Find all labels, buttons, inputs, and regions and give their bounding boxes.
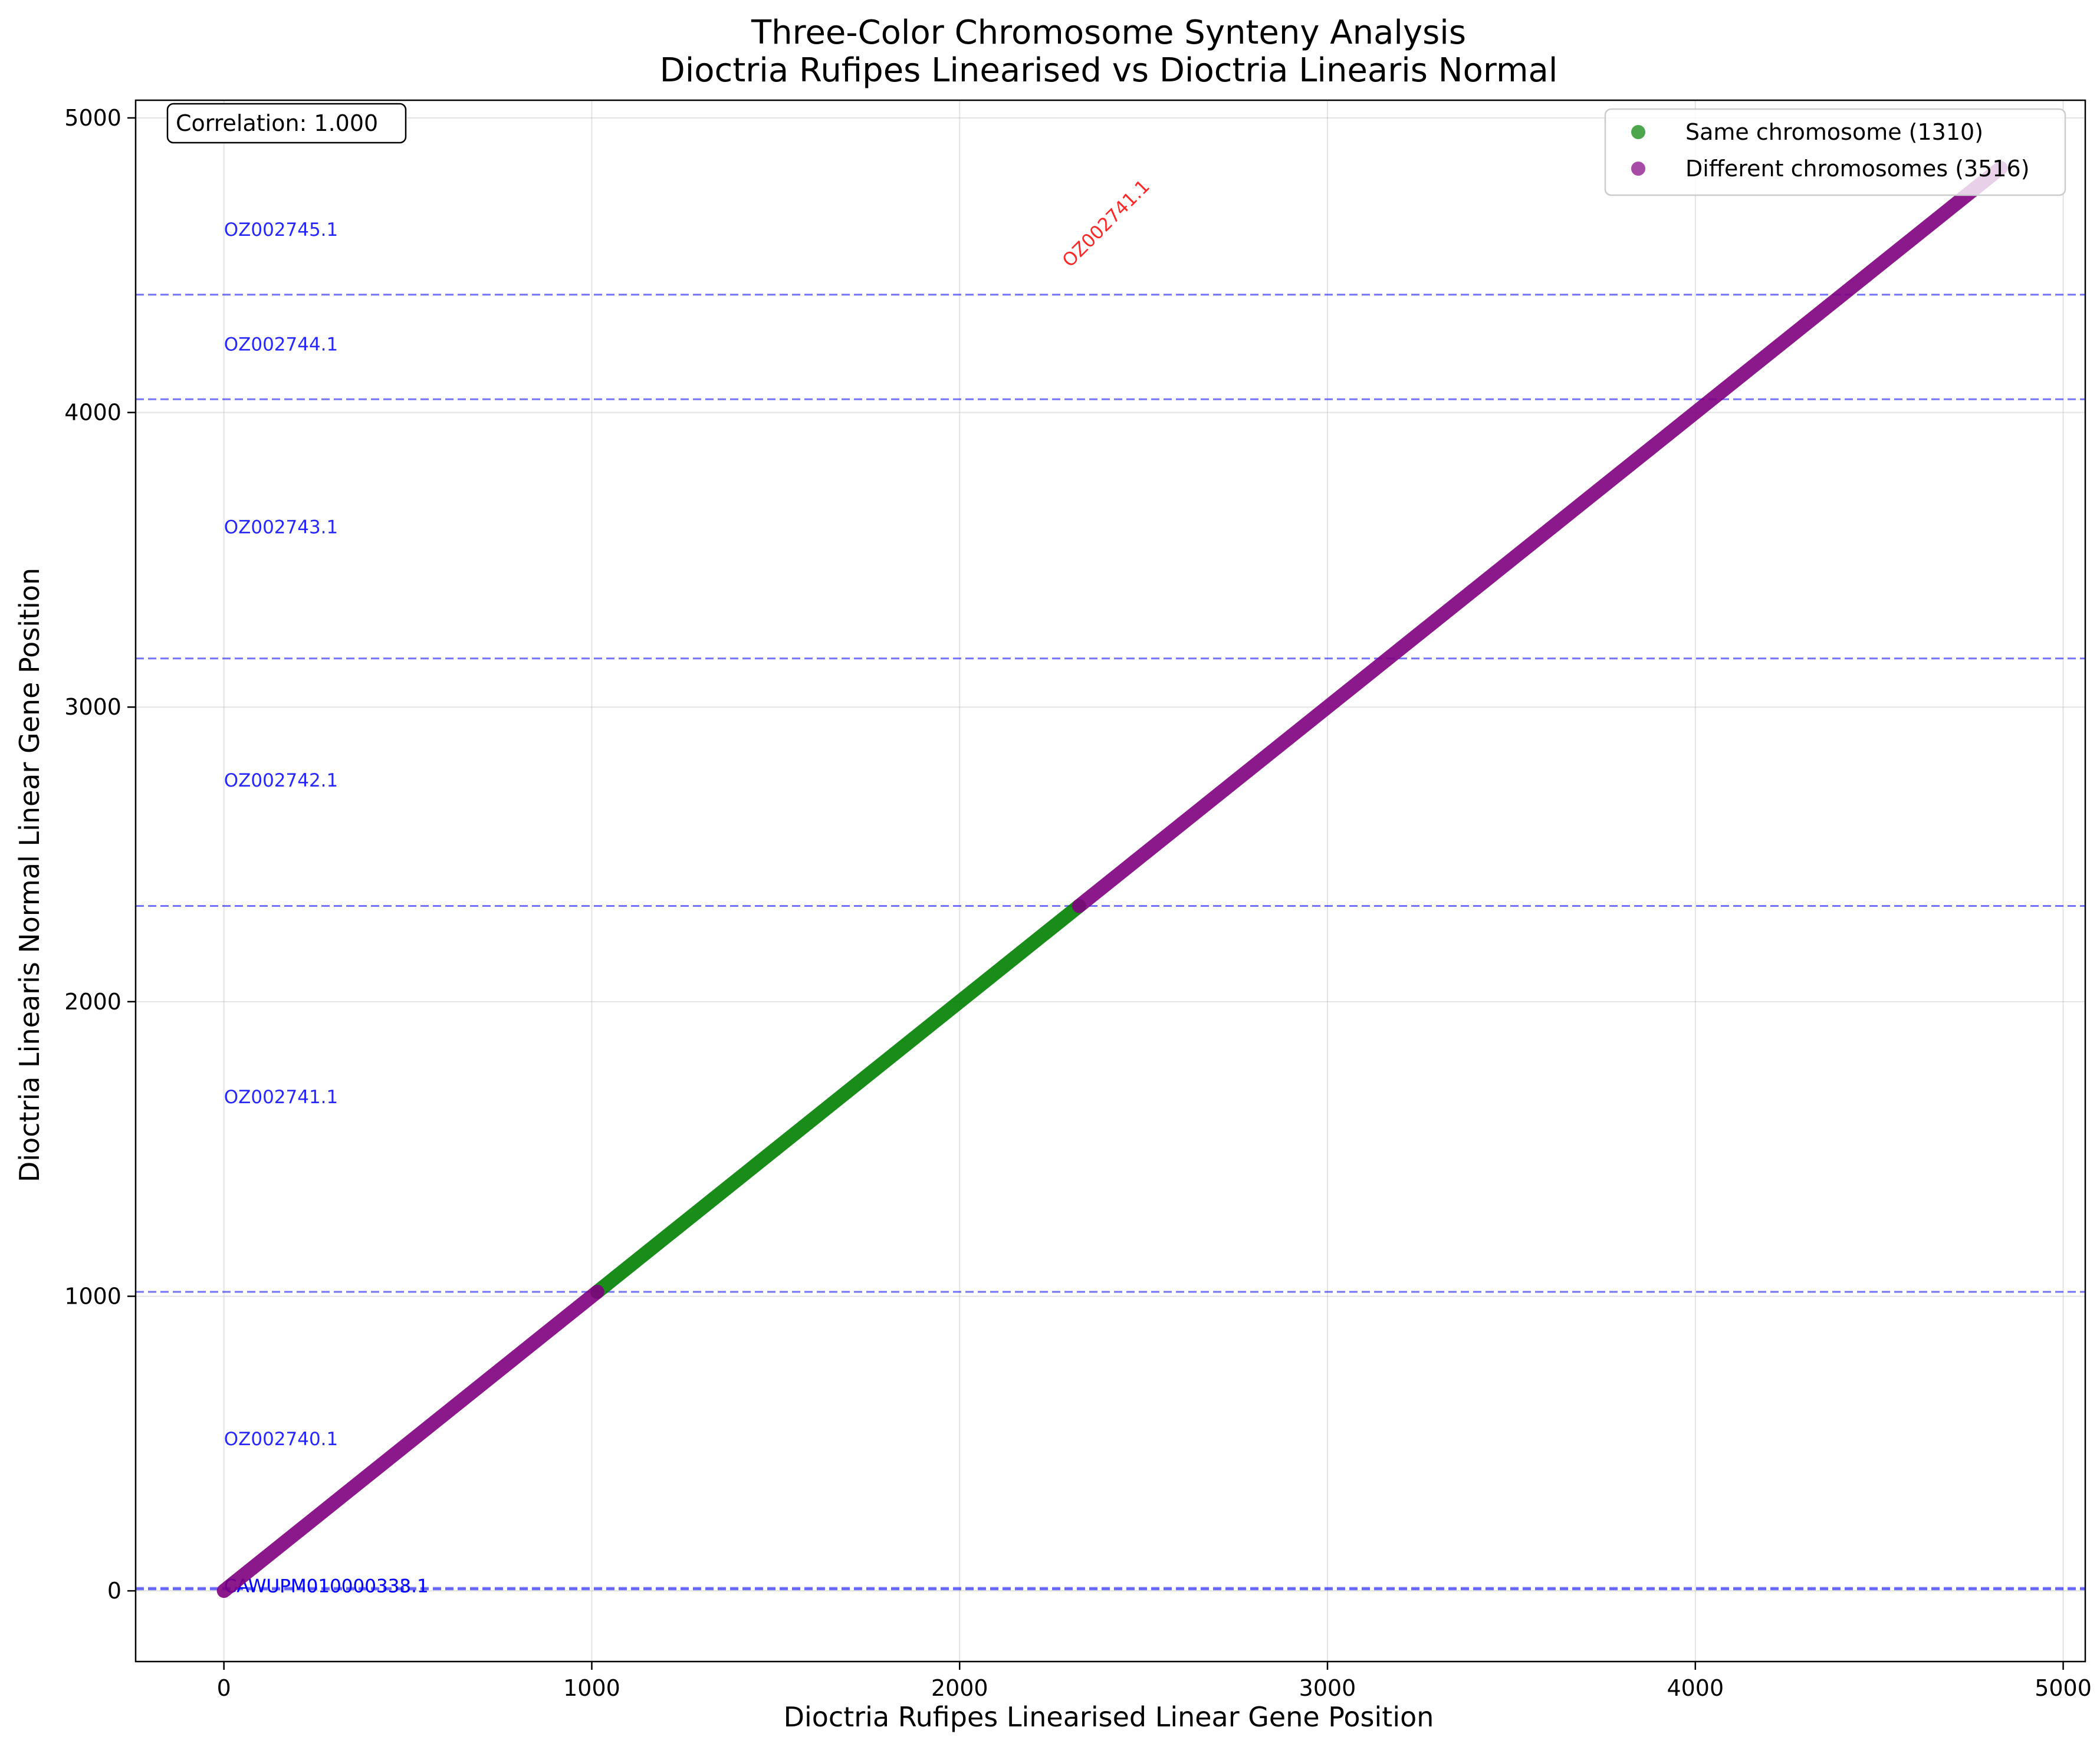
chromosome-label: OZ002744.1 bbox=[224, 334, 339, 356]
y-tick-label: 2000 bbox=[64, 989, 121, 1015]
chromosome-label: OZ002745.1 bbox=[224, 219, 339, 241]
correlation-box: Correlation: 1.000 bbox=[166, 103, 407, 144]
legend: Same chromosome (1310) Different chromos… bbox=[1604, 108, 2066, 196]
x-tick-label: 1000 bbox=[563, 1675, 620, 1701]
y-tick-label: 5000 bbox=[64, 105, 121, 131]
x-tick-label: 3000 bbox=[1299, 1675, 1356, 1701]
y-axis-label: Dioctria Linearis Normal Linear Gene Pos… bbox=[14, 568, 45, 1182]
axis-ticks: 0 1000 2000 3000 4000 5000 0 1000 2000 3000 4000 50… bbox=[64, 105, 2092, 1701]
same-chromosome-points bbox=[590, 899, 1086, 1299]
different-chromosome-points bbox=[1072, 160, 2008, 913]
chromosome-label: OZ002743.1 bbox=[224, 517, 339, 538]
x-tick-label: 4000 bbox=[1667, 1675, 1724, 1701]
correlation-text: Correlation: 1.000 bbox=[176, 110, 378, 136]
y-tick-label: 0 bbox=[107, 1578, 121, 1604]
x-tick-label: 0 bbox=[217, 1675, 231, 1701]
chromosome-label: CAWUPM010000338.1 bbox=[224, 1576, 429, 1597]
chromosome-label: CAWUPM010000333.1 bbox=[224, 1576, 429, 1597]
correlation-box-frame bbox=[166, 103, 407, 144]
x-axis-label: Dioctria Rufipes Linearised Linear Gene … bbox=[784, 1701, 1434, 1733]
chromosome-boundary-lines bbox=[136, 294, 2085, 1591]
different-chromosome-points bbox=[216, 1284, 604, 1598]
plot-area-frame bbox=[134, 99, 2086, 1663]
chromosome-label: OZ002742.1 bbox=[224, 770, 339, 791]
data-points bbox=[216, 160, 2008, 1598]
y-tick-label: 1000 bbox=[64, 1283, 121, 1309]
y-tick-label: 3000 bbox=[64, 694, 121, 720]
chart-subtitle: Dioctria Rufipes Linearised vs Dioctria … bbox=[660, 51, 1558, 90]
x-chromosome-annotation: OZ002741.1 bbox=[1059, 176, 1154, 271]
legend-marker-different-chromosomes bbox=[1631, 162, 1645, 176]
legend-frame bbox=[1604, 108, 2066, 196]
y-tick-label: 4000 bbox=[64, 400, 121, 426]
x-tick-label: 5000 bbox=[2035, 1675, 2092, 1701]
chromosome-label: OZ002741.1 bbox=[224, 1087, 339, 1108]
legend-entry-same-chromosome: Same chromosome (1310) bbox=[1685, 119, 1983, 145]
grid-lines bbox=[136, 100, 2085, 1662]
chart-title: Three-Color Chromosome Synteny Analysis bbox=[751, 14, 1466, 52]
legend-entry-different-chromosomes: Different chromosomes (3516) bbox=[1685, 156, 2030, 182]
x-tick-label: 2000 bbox=[931, 1675, 988, 1701]
chromosome-labels: OZ002745.1 OZ002744.1 OZ002743.1 OZ002742.1… bbox=[224, 176, 1154, 1597]
chromosome-label: OZ002740.1 bbox=[224, 1429, 339, 1450]
legend-marker-same-chromosome bbox=[1631, 125, 1645, 139]
